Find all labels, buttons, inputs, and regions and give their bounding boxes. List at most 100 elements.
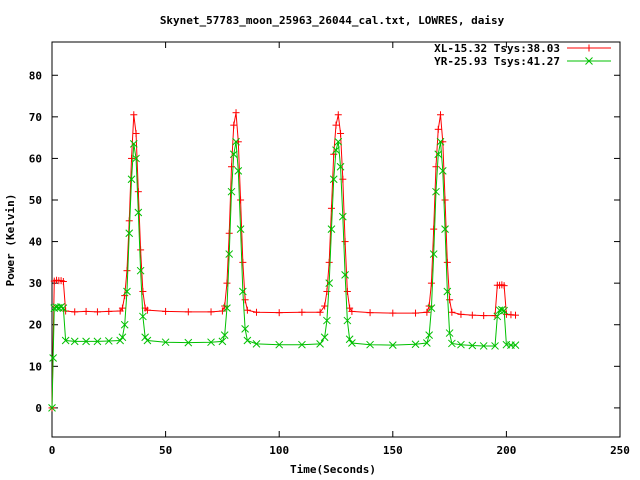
data-point <box>491 342 499 350</box>
data-point <box>327 225 336 233</box>
data-point <box>130 111 138 119</box>
data-point <box>437 111 445 119</box>
data-point <box>438 167 447 175</box>
data-point <box>316 308 324 316</box>
data-point <box>434 150 443 159</box>
data-point <box>134 188 142 196</box>
y-tick-label: 50 <box>29 194 42 207</box>
data-point <box>329 175 338 184</box>
data-point <box>348 339 356 347</box>
data-point <box>316 340 324 348</box>
data-point <box>70 337 79 346</box>
data-point <box>427 279 435 287</box>
plot-frame <box>51 41 621 438</box>
data-point <box>511 311 519 319</box>
data-point <box>82 307 90 315</box>
data-point <box>339 175 347 183</box>
x-tick-label: 200 <box>496 444 516 457</box>
data-point <box>432 187 440 196</box>
data-point <box>120 320 129 329</box>
data-point <box>237 196 245 204</box>
data-point <box>243 306 251 314</box>
data-point <box>320 333 329 342</box>
data-point <box>366 309 374 317</box>
data-point <box>436 137 445 146</box>
data-point <box>232 137 240 146</box>
data-point <box>59 304 68 312</box>
data-point <box>229 150 238 159</box>
data-point <box>143 306 151 314</box>
data-point <box>139 312 147 321</box>
data-point <box>423 308 431 316</box>
data-point <box>134 208 143 217</box>
data-point <box>105 307 113 315</box>
data-point <box>223 304 231 312</box>
data-point <box>480 312 488 320</box>
data-point <box>411 340 420 349</box>
data-point <box>457 310 465 318</box>
data-point <box>57 303 65 311</box>
data-point <box>298 308 306 316</box>
data-point <box>207 338 215 347</box>
data-point <box>388 341 397 349</box>
data-point <box>337 129 345 137</box>
data-point <box>412 309 420 317</box>
data-point <box>348 307 356 315</box>
data-point <box>238 287 247 296</box>
data-point <box>227 187 236 196</box>
legend-label: XL-15.32 Tsys:38.03 <box>434 42 560 55</box>
data-point <box>227 163 235 171</box>
data-point <box>423 339 431 347</box>
data-point <box>332 121 340 129</box>
data-point <box>445 329 454 337</box>
data-point <box>132 154 140 163</box>
y-tick-label: 0 <box>35 402 42 415</box>
data-point <box>338 212 347 221</box>
data-point <box>321 302 329 310</box>
series-line <box>51 141 516 408</box>
y-axis: 0 10 20 30 40 50 60 70 80 <box>29 69 620 415</box>
y-tick-label: 30 <box>29 277 42 290</box>
data-point <box>232 109 240 117</box>
series-layer <box>48 109 520 412</box>
data-point <box>334 137 343 146</box>
data-point <box>443 258 451 266</box>
legend-marker <box>585 57 593 65</box>
data-point <box>139 287 147 295</box>
y-tick-label: 10 <box>29 360 42 373</box>
data-point <box>252 340 261 348</box>
data-point <box>162 307 170 315</box>
data-point <box>429 250 438 258</box>
data-point <box>104 337 113 345</box>
data-point <box>500 306 508 315</box>
data-point <box>427 304 436 312</box>
data-point <box>243 336 252 345</box>
data-point <box>161 338 170 347</box>
data-point <box>343 287 351 295</box>
data-point <box>334 111 342 119</box>
data-point <box>434 125 442 133</box>
data-point <box>511 341 520 349</box>
data-point <box>448 308 456 316</box>
data-point <box>432 163 440 171</box>
data-point <box>468 311 476 319</box>
x-tick-label: 150 <box>383 444 403 457</box>
data-point <box>230 121 238 129</box>
y-tick-label: 80 <box>29 69 42 82</box>
y-tick-label: 70 <box>29 111 42 124</box>
data-point <box>59 277 67 285</box>
data-point <box>82 337 90 346</box>
data-point <box>341 238 349 246</box>
y-tick-label: 40 <box>29 236 42 249</box>
data-point <box>500 282 508 290</box>
data-point <box>236 225 245 233</box>
series-line <box>51 112 516 408</box>
data-point <box>93 337 102 346</box>
data-point <box>343 316 352 325</box>
legend-label: YR-25.93 Tsys:41.27 <box>434 55 560 68</box>
data-point <box>498 305 506 314</box>
data-point <box>323 316 331 325</box>
legend-marker <box>585 44 593 52</box>
data-point <box>71 308 79 316</box>
